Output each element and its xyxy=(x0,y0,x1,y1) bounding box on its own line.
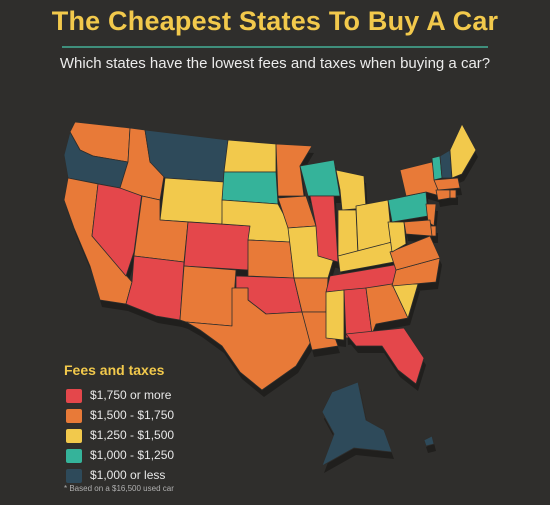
state-me xyxy=(449,123,477,179)
state-ms xyxy=(325,289,345,341)
state-mn xyxy=(275,143,313,197)
legend-label: $1,500 - $1,750 xyxy=(90,408,175,422)
legend-label: $1,250 - $1,500 xyxy=(90,428,175,442)
state-nd xyxy=(223,139,277,173)
state-fl xyxy=(345,327,425,385)
legend-swatch xyxy=(66,449,82,463)
state-wi xyxy=(299,159,341,197)
state-ny xyxy=(399,161,441,197)
legend-label: $1,000 - $1,250 xyxy=(90,448,175,462)
state-tx xyxy=(185,287,313,391)
state-ri xyxy=(449,189,457,199)
title-divider xyxy=(62,46,488,48)
state-va xyxy=(389,235,441,271)
legend-title: Fees and taxes xyxy=(64,362,165,378)
legend-swatch xyxy=(66,429,82,443)
state-hi xyxy=(423,435,435,447)
state-shadow-hi xyxy=(426,443,436,453)
legend-swatch xyxy=(66,389,82,403)
state-nm xyxy=(179,265,237,327)
state-mi xyxy=(335,169,367,211)
state-ak xyxy=(321,381,393,467)
legend-label: $1,750 or more xyxy=(90,388,172,402)
state-il xyxy=(309,195,339,263)
page-title: The Cheapest States To Buy A Car xyxy=(51,6,499,36)
footnote: * Based on a $16,500 used car xyxy=(64,484,174,493)
legend-swatch xyxy=(66,409,82,423)
page-subtitle: Which states have the lowest fees and ta… xyxy=(59,55,491,72)
state-sd xyxy=(221,171,279,205)
state-shapes xyxy=(63,121,477,467)
legend-swatch xyxy=(66,469,82,483)
state-ma xyxy=(433,177,461,191)
state-ks xyxy=(247,239,295,279)
state-co xyxy=(183,221,251,271)
state-wv xyxy=(387,221,407,253)
state-shadow-ri xyxy=(452,197,458,205)
state-ct xyxy=(435,189,451,201)
legend-label: $1,000 or less xyxy=(90,468,166,482)
state-wy xyxy=(159,177,225,225)
state-md xyxy=(403,219,433,237)
